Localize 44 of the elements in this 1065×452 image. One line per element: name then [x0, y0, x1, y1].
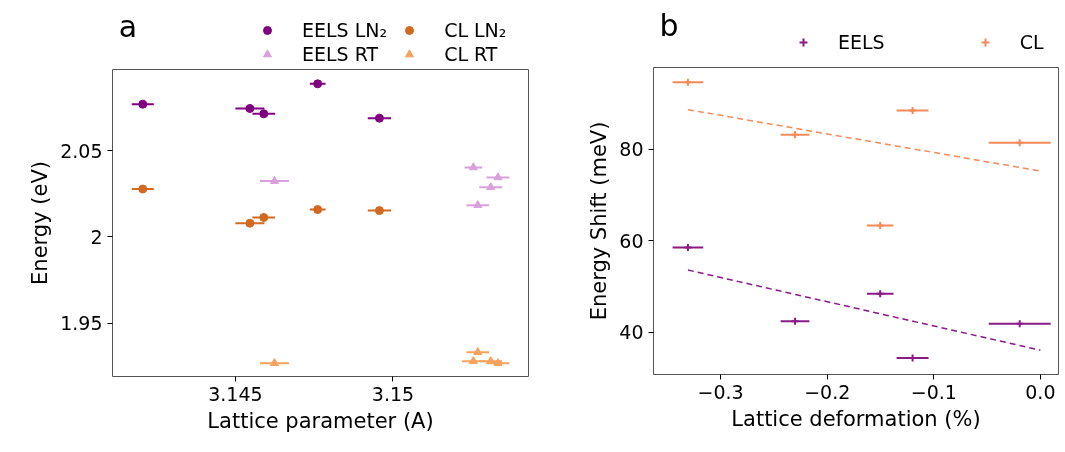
point	[374, 206, 384, 216]
y-tick-label: 60	[619, 229, 644, 252]
legend-label: CL RT	[444, 43, 498, 65]
legend-label: EELS LN₂	[302, 19, 388, 41]
point	[259, 212, 269, 222]
point	[468, 162, 478, 171]
y-tick-label: 2.05	[60, 139, 103, 162]
y-axis-title: Energy Shift (meV)	[587, 121, 612, 321]
x-tick-label: 3.15	[371, 382, 415, 405]
point	[468, 356, 478, 364]
x-tick-label: −0.2	[804, 380, 851, 403]
point	[493, 172, 503, 181]
text: b	[659, 7, 679, 43]
legend-label: EELS	[838, 31, 885, 53]
point	[486, 182, 496, 191]
point	[259, 109, 269, 119]
y-tick-label: 40	[619, 321, 644, 344]
point	[313, 205, 323, 215]
text: a	[118, 9, 138, 45]
point	[486, 356, 496, 364]
legend-label: CL	[1019, 31, 1044, 53]
x-tick-label: −0.1	[910, 380, 957, 403]
point	[374, 113, 384, 123]
point	[313, 79, 323, 89]
point	[269, 358, 279, 367]
y-tick-label: 2	[90, 225, 103, 248]
point	[245, 218, 255, 228]
y-tick-label: 1.95	[60, 312, 103, 335]
point	[473, 200, 483, 209]
point	[269, 175, 279, 184]
legend-label: EELS RT	[302, 43, 379, 65]
point	[245, 103, 255, 113]
x-axis-title: Lattice parameter (A)	[207, 408, 434, 433]
x-tick-label: 0.0	[1025, 380, 1056, 403]
point	[493, 358, 503, 367]
y-tick-label: 80	[619, 138, 644, 161]
point	[138, 99, 148, 109]
point	[473, 347, 483, 355]
x-tick-label: 3.145	[208, 382, 263, 405]
x-axis-title: Lattice deformation (%)	[731, 406, 981, 431]
y-axis-title: Energy (eV)	[28, 161, 53, 285]
x-tick-label: −0.3	[697, 380, 744, 403]
point	[138, 184, 148, 194]
legend-label: CL LN₂	[444, 19, 507, 41]
